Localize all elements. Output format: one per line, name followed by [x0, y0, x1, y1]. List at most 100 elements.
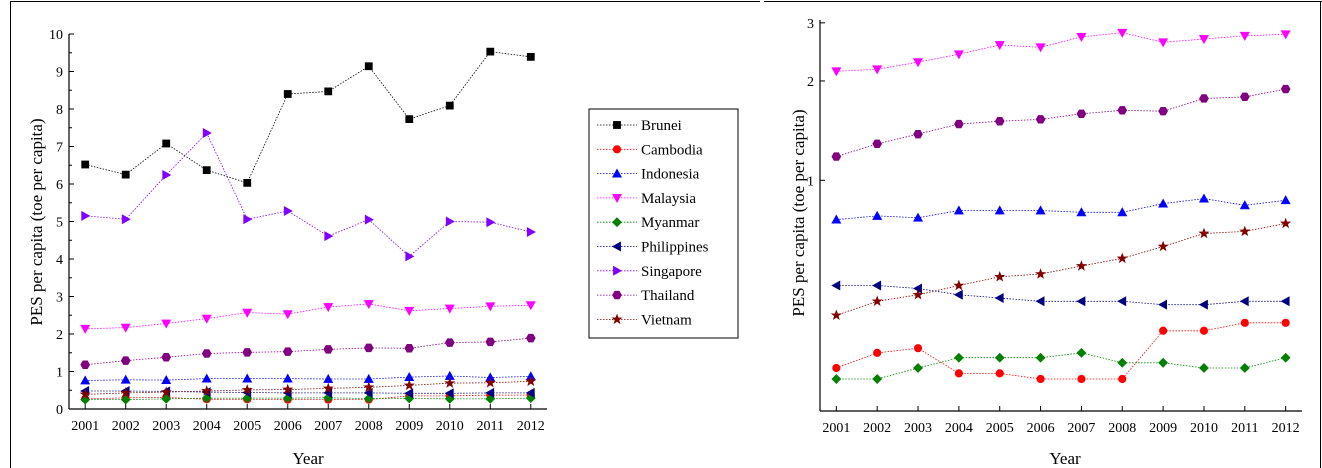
- right-point-5: [1158, 106, 1168, 116]
- left-y-tick-label: 8: [56, 103, 63, 118]
- right-point-2: [994, 352, 1005, 363]
- legend-marker-myanmar: [612, 217, 622, 228]
- right-point-5: [1076, 109, 1087, 119]
- right-point-0: [994, 292, 1004, 303]
- right-series-line-5: [836, 88, 1286, 157]
- left-point-indonesia: [201, 373, 212, 383]
- left-point-thailand: [444, 338, 455, 347]
- left-y-tick-label: 9: [56, 66, 63, 81]
- right-point-6: [871, 295, 883, 307]
- left-x-tick-label: 2006: [274, 419, 302, 434]
- right-point-4: [872, 65, 883, 75]
- right-point-4: [1280, 30, 1291, 40]
- right-point-0: [1198, 299, 1208, 310]
- left-point-philippines: [525, 387, 535, 398]
- legend-label-philippines: Philippines: [641, 240, 709, 256]
- left-point-thailand: [525, 333, 536, 343]
- left-point-brunei: [121, 170, 130, 179]
- left-point-singapore: [81, 210, 91, 221]
- left-point-vietnam: [403, 379, 415, 391]
- right-point-3: [1158, 198, 1169, 208]
- right-point-4: [831, 67, 842, 77]
- legend-label-vietnam: Vietnam: [641, 312, 692, 328]
- right-x-tick-label: 2011: [1231, 421, 1258, 436]
- right-point-4: [913, 58, 924, 68]
- left-x-tick-label: 2005: [233, 419, 261, 434]
- left-point-thailand: [404, 344, 415, 353]
- left-point-singapore: [324, 231, 334, 242]
- right-point-6: [1157, 240, 1169, 252]
- left-point-thailand: [120, 356, 131, 365]
- right-point-0: [831, 280, 841, 291]
- right-point-1: [1036, 374, 1045, 384]
- legend-label-thailand: Thailand: [641, 288, 695, 304]
- right-point-0: [953, 289, 963, 300]
- right-point-6: [953, 279, 965, 291]
- left-point-brunei: [526, 52, 535, 61]
- left-point-philippines: [444, 388, 454, 399]
- right-point-2: [1158, 357, 1169, 368]
- left-point-brunei: [486, 47, 495, 56]
- left-point-thailand: [242, 348, 253, 357]
- left-point-thailand: [161, 353, 172, 362]
- right-point-0: [1158, 299, 1168, 310]
- left-point-malaysia: [282, 310, 293, 320]
- left-point-myanmar: [161, 393, 172, 404]
- left-x-tick-label: 2007: [314, 419, 342, 434]
- left-point-singapore: [526, 226, 536, 238]
- right-x-tick-label: 2005: [986, 421, 1014, 436]
- right-point-6: [1280, 217, 1292, 229]
- left-point-malaysia: [161, 319, 172, 329]
- left-point-indonesia: [120, 374, 131, 384]
- right-point-3: [1076, 207, 1087, 217]
- left-point-malaysia: [242, 308, 253, 318]
- left-point-thailand: [201, 349, 212, 358]
- right-point-6: [1035, 268, 1047, 279]
- left-point-brunei: [81, 160, 90, 169]
- left-point-malaysia: [404, 306, 415, 316]
- left-x-tick-label: 2011: [477, 419, 504, 434]
- right-point-5: [831, 152, 842, 161]
- left-point-singapore: [283, 205, 293, 217]
- left-point-vietnam: [525, 375, 537, 386]
- left-point-myanmar: [120, 394, 131, 405]
- right-point-6: [1075, 260, 1087, 271]
- right-x-tick-label: 2002: [863, 421, 891, 436]
- right-point-5: [1117, 106, 1128, 115]
- left-y-tick-label: 2: [56, 328, 63, 343]
- left-point-philippines: [404, 388, 414, 399]
- legend-marker-indonesia: [611, 168, 623, 178]
- left-point-indonesia: [323, 373, 334, 383]
- right-point-2: [1035, 352, 1046, 363]
- right-x-tick-label: 2012: [1272, 421, 1300, 436]
- right-point-0: [872, 280, 882, 291]
- right-point-6: [1239, 225, 1251, 237]
- left-series-line-cambodia: [85, 394, 531, 401]
- left-point-philippines: [485, 387, 495, 398]
- right-point-3: [872, 210, 883, 220]
- left-point-thailand: [80, 360, 91, 369]
- left-y-tick-label: 6: [56, 178, 63, 193]
- left-point-indonesia: [161, 375, 172, 385]
- right-series-line-0: [836, 285, 1286, 306]
- right-point-0: [1280, 296, 1290, 307]
- right-x-tick-label: 2009: [1149, 421, 1177, 436]
- left-point-brunei: [283, 90, 292, 98]
- left-point-vietnam: [484, 376, 496, 388]
- right-point-3: [1035, 205, 1046, 215]
- right-point-3: [994, 205, 1005, 215]
- left-point-vietnam: [201, 385, 213, 396]
- right-point-1: [913, 344, 923, 353]
- right-point-0: [1239, 296, 1249, 307]
- left-point-singapore: [202, 127, 212, 139]
- left-x-tick-label: 2003: [152, 419, 180, 434]
- right-point-6: [912, 288, 924, 300]
- left-x-tick-label: 2004: [193, 419, 221, 434]
- right-point-1: [1118, 374, 1127, 384]
- left-x-tick-label: 2001: [71, 419, 99, 434]
- right-point-1: [1281, 318, 1290, 327]
- right-point-3: [1280, 195, 1291, 205]
- left-point-thailand: [282, 347, 293, 356]
- left-y-tick-label: 4: [56, 253, 63, 268]
- right-point-2: [1076, 347, 1087, 358]
